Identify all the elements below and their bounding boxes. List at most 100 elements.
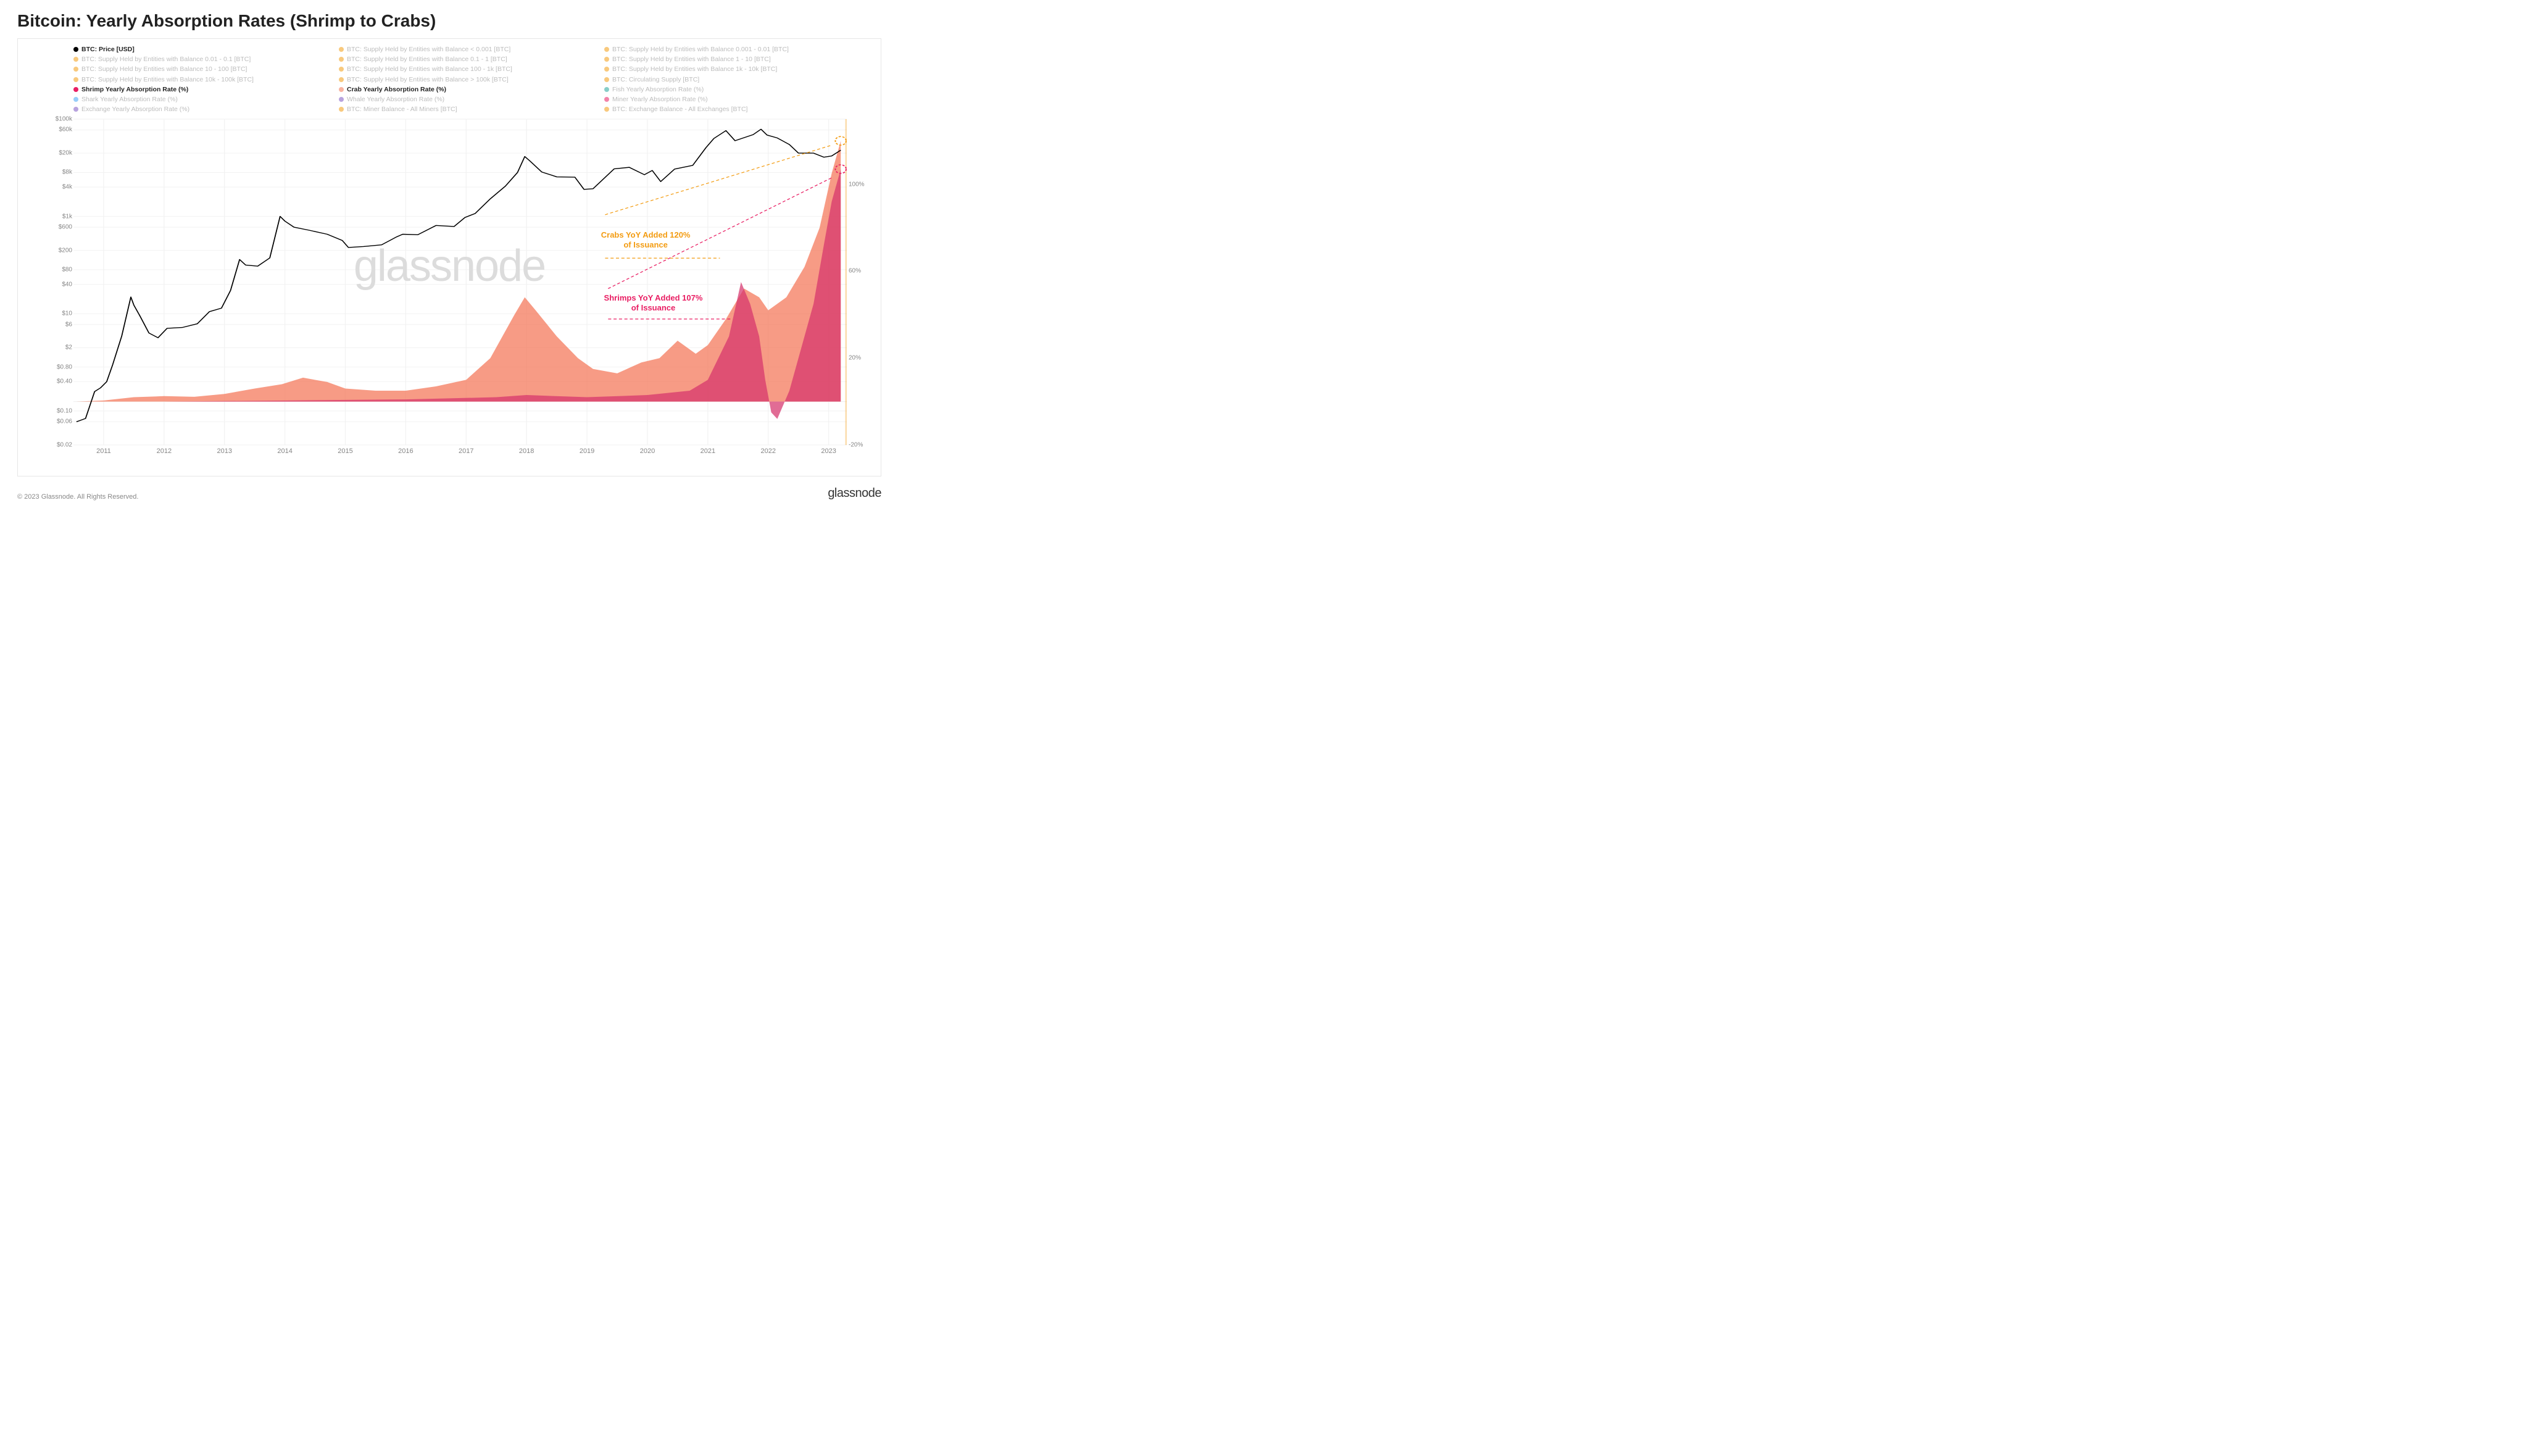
legend-item[interactable]: Exchange Yearly Absorption Rate (%) — [73, 105, 331, 114]
legend-item[interactable]: BTC: Supply Held by Entities with Balanc… — [604, 45, 862, 54]
legend-swatch — [604, 67, 609, 72]
y-tick-left: $4k — [62, 184, 72, 191]
legend-label: BTC: Supply Held by Entities with Balanc… — [612, 45, 789, 54]
x-tick: 2022 — [760, 447, 775, 455]
y-tick-left: $0.06 — [57, 418, 72, 425]
legend-swatch — [73, 97, 78, 102]
legend-swatch — [339, 77, 344, 82]
legend-swatch — [339, 97, 344, 102]
y-tick-left: $200 — [59, 247, 72, 254]
legend-swatch — [604, 57, 609, 62]
legend: BTC: Price [USD]BTC: Supply Held by Enti… — [73, 45, 862, 114]
legend-label: Miner Yearly Absorption Rate (%) — [612, 95, 708, 104]
x-tick: 2014 — [277, 447, 292, 455]
y-tick-left: $600 — [59, 224, 72, 231]
x-tick: 2019 — [580, 447, 594, 455]
y-tick-left: $80 — [62, 267, 72, 273]
legend-item[interactable]: BTC: Price [USD] — [73, 45, 331, 54]
legend-item[interactable]: BTC: Miner Balance - All Miners [BTC] — [339, 105, 597, 114]
copyright: © 2023 Glassnode. All Rights Reserved. — [17, 493, 138, 501]
legend-item[interactable]: BTC: Supply Held by Entities with Balanc… — [73, 55, 331, 64]
legend-item[interactable]: Crab Yearly Absorption Rate (%) — [339, 85, 597, 94]
y-tick-left: $20k — [59, 150, 72, 157]
legend-item[interactable]: BTC: Supply Held by Entities with Balanc… — [339, 45, 597, 54]
legend-label: Shark Yearly Absorption Rate (%) — [81, 95, 178, 104]
legend-item[interactable]: BTC: Exchange Balance - All Exchanges [B… — [604, 105, 862, 114]
x-tick: 2021 — [701, 447, 715, 455]
legend-item[interactable]: Fish Yearly Absorption Rate (%) — [604, 85, 862, 94]
x-tick: 2015 — [338, 447, 352, 455]
legend-label: BTC: Supply Held by Entities with Balanc… — [81, 55, 251, 64]
legend-label: BTC: Supply Held by Entities with Balanc… — [347, 65, 512, 73]
y-axis-right: 100%60%20%-20% — [849, 119, 877, 445]
legend-item[interactable]: Miner Yearly Absorption Rate (%) — [604, 95, 862, 104]
y-tick-left: $0.40 — [57, 378, 72, 385]
page-title: Bitcoin: Yearly Absorption Rates (Shrimp… — [17, 11, 881, 31]
legend-swatch — [73, 67, 78, 72]
legend-label: BTC: Supply Held by Entities with Balanc… — [347, 75, 509, 84]
legend-item[interactable]: BTC: Supply Held by Entities with Balanc… — [339, 55, 597, 64]
legend-swatch — [73, 107, 78, 112]
legend-item[interactable]: Whale Yearly Absorption Rate (%) — [339, 95, 597, 104]
y-axis-left: $100k$60k$20k$8k$4k$1k$600$200$80$40$10$… — [23, 119, 72, 445]
legend-item[interactable]: Shrimp Yearly Absorption Rate (%) — [73, 85, 331, 94]
legend-item[interactable]: BTC: Supply Held by Entities with Balanc… — [604, 65, 862, 73]
y-tick-left: $0.02 — [57, 441, 72, 448]
legend-label: Exchange Yearly Absorption Rate (%) — [81, 105, 189, 114]
annotation-crabs-line2: of Issuance — [601, 240, 691, 250]
legend-label: Shrimp Yearly Absorption Rate (%) — [81, 85, 188, 94]
x-tick: 2018 — [519, 447, 534, 455]
legend-item[interactable]: BTC: Supply Held by Entities with Balanc… — [339, 65, 597, 73]
y-tick-left: $0.10 — [57, 407, 72, 414]
legend-label: BTC: Circulating Supply [BTC] — [612, 75, 699, 84]
plot-area — [73, 119, 847, 445]
legend-item[interactable]: BTC: Supply Held by Entities with Balanc… — [339, 75, 597, 84]
x-axis: 2011201220132014201520162017201820192020… — [73, 447, 847, 459]
y-tick-right: 100% — [849, 181, 865, 188]
annotation-crabs-line1: Crabs YoY Added 120% — [601, 230, 691, 240]
x-tick: 2020 — [640, 447, 655, 455]
x-tick: 2016 — [398, 447, 413, 455]
legend-swatch — [73, 57, 78, 62]
legend-swatch — [604, 47, 609, 52]
legend-item[interactable]: BTC: Supply Held by Entities with Balanc… — [73, 65, 331, 73]
legend-swatch — [604, 97, 609, 102]
chart-page: Bitcoin: Yearly Absorption Rates (Shrimp… — [0, 0, 899, 518]
x-tick: 2013 — [217, 447, 231, 455]
legend-label: Fish Yearly Absorption Rate (%) — [612, 85, 704, 94]
y-tick-right: 20% — [849, 355, 861, 362]
legend-swatch — [73, 47, 78, 52]
y-tick-left: $2 — [65, 344, 72, 351]
legend-swatch — [339, 47, 344, 52]
legend-label: BTC: Exchange Balance - All Exchanges [B… — [612, 105, 747, 114]
annotation-crabs: Crabs YoY Added 120% of Issuance — [601, 230, 691, 251]
legend-swatch — [604, 107, 609, 112]
annotation-shrimps-line2: of Issuance — [604, 303, 703, 313]
legend-swatch — [73, 87, 78, 92]
y-tick-left: $0.80 — [57, 364, 72, 370]
legend-swatch — [73, 77, 78, 82]
legend-item[interactable]: BTC: Circulating Supply [BTC] — [604, 75, 862, 84]
legend-label: BTC: Price [USD] — [81, 45, 135, 54]
chart-frame: BTC: Price [USD]BTC: Supply Held by Enti… — [17, 38, 881, 476]
legend-item[interactable]: BTC: Supply Held by Entities with Balanc… — [73, 75, 331, 84]
y-tick-left: $40 — [62, 281, 72, 288]
legend-label: BTC: Supply Held by Entities with Balanc… — [81, 65, 247, 73]
y-tick-left: $6 — [65, 321, 72, 328]
x-tick: 2023 — [821, 447, 836, 455]
x-tick: 2012 — [157, 447, 172, 455]
legend-swatch — [339, 67, 344, 72]
legend-swatch — [604, 77, 609, 82]
brand-logo: glassnode — [828, 486, 881, 501]
footer: © 2023 Glassnode. All Rights Reserved. g… — [17, 486, 881, 501]
legend-item[interactable]: BTC: Supply Held by Entities with Balanc… — [604, 55, 862, 64]
legend-item[interactable]: Shark Yearly Absorption Rate (%) — [73, 95, 331, 104]
legend-label: BTC: Supply Held by Entities with Balanc… — [347, 55, 507, 64]
legend-label: Crab Yearly Absorption Rate (%) — [347, 85, 446, 94]
x-tick: 2011 — [96, 447, 111, 455]
y-tick-left: $100k — [56, 116, 72, 123]
y-tick-left: $60k — [59, 127, 72, 133]
chart-svg — [73, 119, 847, 445]
annotation-shrimps-line1: Shrimps YoY Added 107% — [604, 293, 703, 303]
legend-label: Whale Yearly Absorption Rate (%) — [347, 95, 444, 104]
